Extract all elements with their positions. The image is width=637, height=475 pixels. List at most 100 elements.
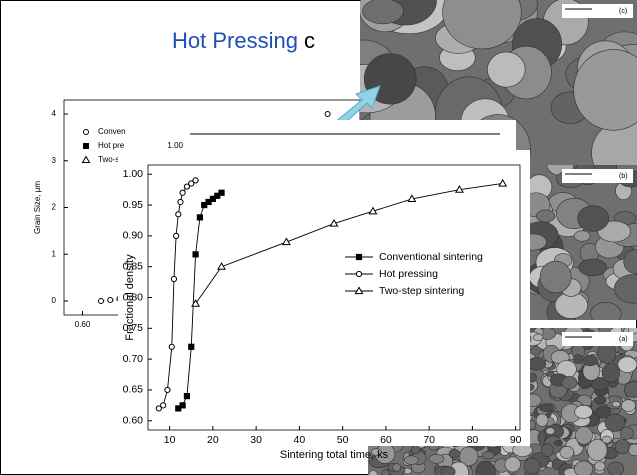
- legend-label: Hot pre: [98, 141, 125, 150]
- marker: [98, 297, 104, 304]
- grain: [601, 435, 612, 444]
- marker: [218, 189, 225, 196]
- marker: [175, 211, 182, 218]
- grain: [594, 395, 606, 405]
- grain: [545, 370, 555, 377]
- scale-box: [562, 4, 633, 18]
- marker: [107, 297, 114, 304]
- marker: [196, 214, 204, 221]
- y-tick-label: 0.70: [123, 353, 144, 365]
- main-chart: 0.60 0.65 0.70 0.75 0.80 0.85 0.90 0.95 1.00 10 20…: [123, 164, 522, 461]
- grain: [482, 451, 495, 460]
- title-part: c: [304, 28, 315, 53]
- image-label: (c): [619, 8, 627, 15]
- y-axis-label: Grain Size, μm: [33, 181, 42, 234]
- grain: [597, 342, 617, 364]
- grain: [539, 403, 554, 413]
- y-tick-label: 0.95: [123, 199, 144, 211]
- x-tick-label: 50: [337, 434, 349, 446]
- y-tick-label: 0: [52, 296, 57, 305]
- y-tick-label: 0.90: [123, 230, 144, 242]
- grain: [577, 205, 610, 232]
- grain: [428, 453, 445, 464]
- y-tick-label: 0.65: [123, 384, 144, 396]
- marker: [324, 111, 331, 118]
- grain: [561, 376, 578, 390]
- grain: [574, 426, 593, 445]
- y-tick-label: 0.80: [123, 291, 144, 303]
- grain: [621, 399, 636, 412]
- grain: [594, 461, 606, 472]
- grain: [604, 413, 626, 432]
- grain: [539, 260, 572, 294]
- title-part: Hot Pressing: [172, 28, 298, 53]
- legend-label: Two-s: [98, 155, 119, 164]
- marker: [354, 286, 364, 295]
- marker: [368, 206, 378, 215]
- marker: [217, 262, 227, 270]
- marker: [177, 198, 184, 206]
- grain: [459, 446, 479, 467]
- marker: [160, 402, 167, 409]
- grain: [504, 456, 521, 473]
- sem-image: (b): [530, 165, 637, 320]
- grain: [615, 438, 630, 454]
- marker: [83, 129, 89, 135]
- main-panel: [118, 150, 530, 446]
- marker: [183, 183, 191, 190]
- marker: [188, 343, 195, 350]
- grain: [607, 461, 625, 475]
- grain: [611, 400, 621, 408]
- marker: [355, 253, 363, 261]
- grain: [574, 405, 593, 419]
- x-tick-label: 80: [467, 434, 479, 446]
- y-tick-label: 4: [52, 109, 57, 118]
- x-axis-label: Sintering total time, ks: [280, 449, 389, 461]
- grain: [578, 258, 607, 277]
- grain: [619, 426, 634, 440]
- marker: [168, 343, 175, 350]
- grain: [601, 363, 620, 383]
- x-tick-label: 0.60: [75, 320, 91, 329]
- x-tick-label: 60: [380, 434, 392, 446]
- marker: [281, 237, 291, 246]
- grain: [487, 51, 526, 88]
- x-tick-label: 10: [164, 434, 176, 446]
- grain: [573, 354, 583, 364]
- y-tick-label: 3: [52, 156, 57, 165]
- grain: [613, 274, 637, 304]
- marker: [329, 218, 339, 227]
- grain: [574, 460, 594, 475]
- grain: [523, 457, 541, 475]
- y-axis-label: Fractional density: [124, 254, 136, 341]
- marker: [173, 232, 180, 239]
- marker: [179, 189, 186, 196]
- grain: [623, 381, 637, 398]
- marker: [183, 393, 191, 400]
- y-tick-label: 0.60: [123, 415, 144, 427]
- grain: [475, 460, 496, 475]
- slide-title: Hot Pressing c: [172, 28, 315, 53]
- marker: [407, 194, 417, 202]
- grain: [362, 0, 404, 25]
- y-tick-label: 2: [52, 203, 57, 212]
- marker: [188, 180, 195, 187]
- x-tick-label: 30: [250, 434, 262, 446]
- covered-tick-label: 1.00: [167, 141, 183, 150]
- y-tick-label: 0.75: [123, 322, 144, 334]
- marker: [192, 177, 199, 184]
- marker: [192, 251, 199, 258]
- legend-label: Conventional sintering: [379, 251, 483, 263]
- y-tick-label: 1: [52, 249, 57, 258]
- grain: [553, 440, 564, 446]
- grain: [545, 427, 556, 435]
- grain: [536, 209, 556, 223]
- x-tick-label: 90: [510, 434, 522, 446]
- scale-box: [562, 169, 633, 183]
- marker: [498, 178, 508, 187]
- grain: [368, 470, 378, 475]
- grain: [587, 439, 608, 462]
- marker: [81, 155, 91, 163]
